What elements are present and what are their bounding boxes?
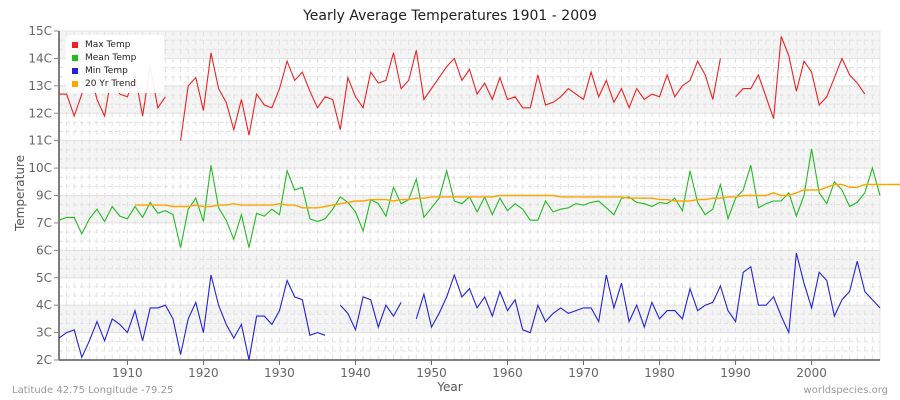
legend: Max Temp Mean Temp Min Temp 20 Yr Trend — [66, 35, 164, 93]
y-tick-label: 3C — [36, 326, 52, 340]
x-axis-label: Year — [437, 380, 463, 394]
y-tick-label: 10C — [28, 161, 52, 175]
x-tick-label: 1930 — [264, 366, 295, 380]
trend-swatch-icon — [72, 80, 78, 87]
x-tick-label: 1990 — [720, 366, 751, 380]
y-tick-label: 7C — [36, 216, 52, 230]
x-tick-label: 1910 — [112, 366, 143, 380]
mean-swatch-icon — [72, 54, 78, 61]
y-tick-label: 14C — [28, 51, 52, 65]
y-tick-label: 4C — [36, 298, 52, 312]
x-tick-label: 1960 — [492, 366, 523, 380]
y-tick-label: 2C — [36, 353, 52, 367]
y-tick-label: 13C — [28, 79, 52, 93]
y-tick-label: 15C — [28, 24, 52, 38]
x-tick-label: 1940 — [340, 366, 371, 380]
source-text: worldspecies.org — [803, 385, 888, 396]
legend-item-trend: 20 Yr Trend — [72, 77, 158, 90]
x-tick-label: 1970 — [568, 366, 599, 380]
y-axis-label: Temperature — [13, 155, 27, 232]
location-text: Latitude 42.75 Longitude -79.25 — [12, 385, 174, 396]
y-tick-label: 11C — [28, 134, 52, 148]
series-line — [135, 183, 900, 209]
min-swatch-icon — [72, 67, 78, 74]
y-tick-label: 9C — [36, 189, 52, 203]
y-tick-label: 6C — [36, 243, 52, 257]
x-tick-label: 2000 — [796, 366, 827, 380]
legend-item-min: Min Temp — [72, 64, 158, 77]
y-tick-label: 5C — [36, 271, 52, 285]
x-tick-label: 1980 — [644, 366, 675, 380]
legend-item-max: Max Temp — [72, 38, 158, 51]
y-tick-label: 12C — [28, 106, 52, 120]
legend-item-mean: Mean Temp — [72, 51, 158, 64]
series-line — [58, 252, 881, 361]
x-tick-label: 1920 — [188, 366, 219, 380]
max-swatch-icon — [72, 41, 78, 48]
chart-title: Yearly Average Temperatures 1901 - 2009 — [303, 8, 597, 24]
x-tick-label: 1950 — [416, 366, 447, 380]
